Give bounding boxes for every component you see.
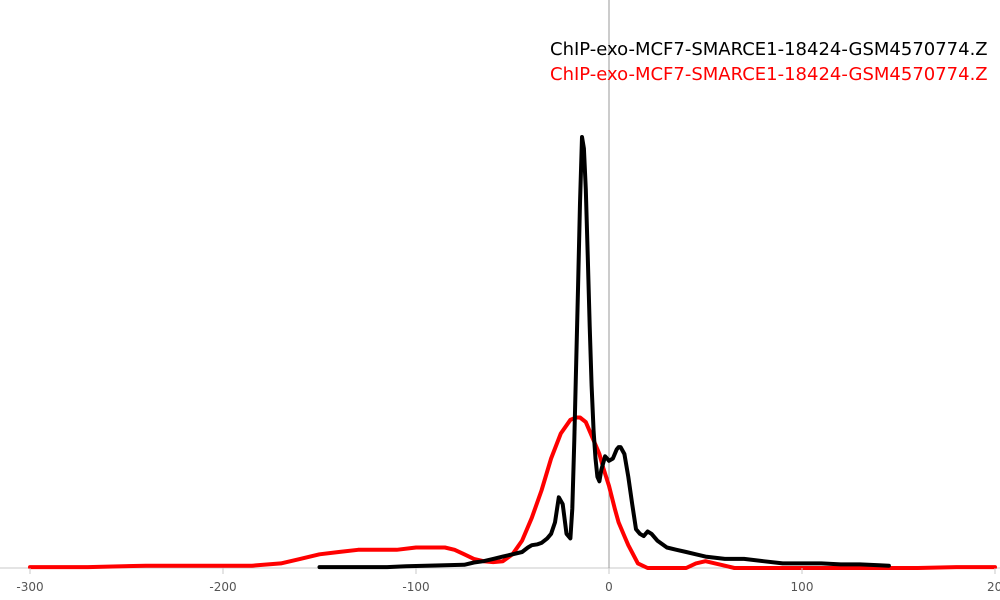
x-tick-label: -100 bbox=[402, 580, 429, 594]
series-line-2 bbox=[28, 415, 997, 570]
x-tick-label: -300 bbox=[16, 580, 43, 594]
axes bbox=[0, 0, 1000, 569]
legend-entry-1: ChIP-exo-MCF7-SMARCE1-18424-GSM4570774.Z bbox=[550, 39, 988, 60]
legend-entry-2: ChIP-exo-MCF7-SMARCE1-18424-GSM4570774.Z bbox=[550, 64, 988, 85]
series-layer bbox=[28, 135, 997, 570]
legend: ChIP-exo-MCF7-SMARCE1-18424-GSM4570774.Z… bbox=[550, 39, 988, 85]
x-tick-label: -200 bbox=[209, 580, 236, 594]
x-tick-label: 0 bbox=[605, 580, 613, 594]
x-axis-ticks: -300 -200 -100 0 100 200 bbox=[16, 568, 1000, 594]
series-line-1 bbox=[317, 135, 891, 570]
x-tick-label: 200 bbox=[987, 580, 1000, 594]
x-tick-label: 100 bbox=[791, 580, 814, 594]
